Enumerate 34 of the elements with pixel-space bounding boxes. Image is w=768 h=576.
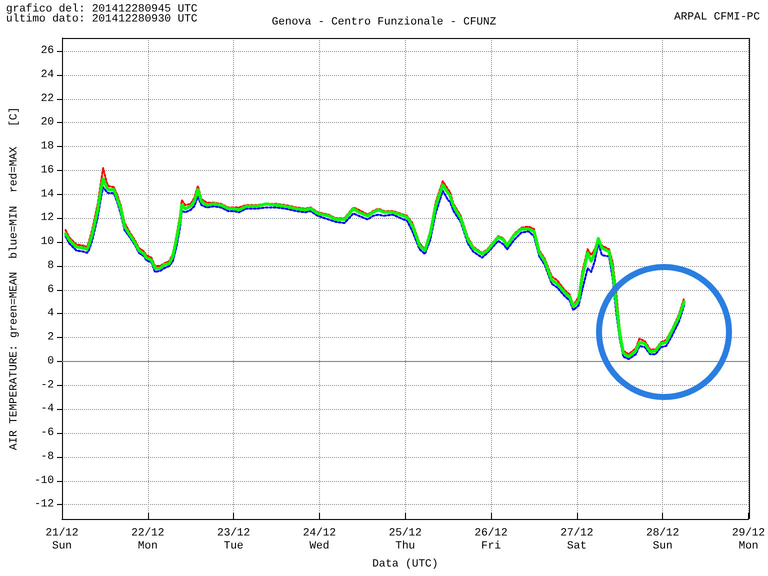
text: ARPAL CFMI-PC [674,12,760,24]
y-tick-label: -2 [40,379,54,392]
y-tick-label: 22 [40,92,54,105]
y-tick-label: -4 [40,403,54,416]
y-tick-label: 0 [47,355,54,368]
y-tick-label: 18 [40,140,54,153]
x-tick-label: 22/12 Mon [131,528,164,552]
x-axis-title: Data (UTC) [372,558,438,570]
y-axis-title: AIR TEMPERATURE: green=MEAN blue=MIN red=MAX [C] [8,106,20,450]
y-tick-label: -10 [34,474,54,487]
x-tick-label: 27/12 Sat [560,528,594,552]
y-tick-label: 2 [47,332,54,344]
y-tick-label: 14 [40,188,54,200]
y-tick-label: 16 [40,164,54,176]
x-tick-label: 21/12 Sun [45,528,79,552]
text: ultimo dato: 201412280930 UTC [6,14,198,26]
y-tick-label: 10 [40,236,54,248]
x-tick-label: 26/12 Fri [474,528,508,552]
y-tick-label: 12 [40,212,54,224]
x-tick-label: 25/12 Thu [388,528,422,552]
y-tick-label: 24 [40,69,54,81]
y-tick-label: -12 [34,498,54,511]
y-tick-label: 26 [40,45,54,58]
x-tick-label: 28/12 Sun [646,528,680,552]
y-tick-label: 6 [47,284,54,296]
y-tick-label: -6 [40,427,54,440]
y-tick-label: -8 [40,450,54,463]
chart-title: Genova - Centro Funzionale - CFUNZ [272,16,497,28]
x-tick-label: 29/12 Mon [732,528,766,552]
y-tick-label: 20 [40,116,54,129]
y-tick-label: 8 [47,260,54,272]
x-tick-label: 24/12 Wed [302,528,336,552]
x-tick-label: 23/12 Tue [217,528,250,552]
y-tick-label: 4 [47,308,54,320]
